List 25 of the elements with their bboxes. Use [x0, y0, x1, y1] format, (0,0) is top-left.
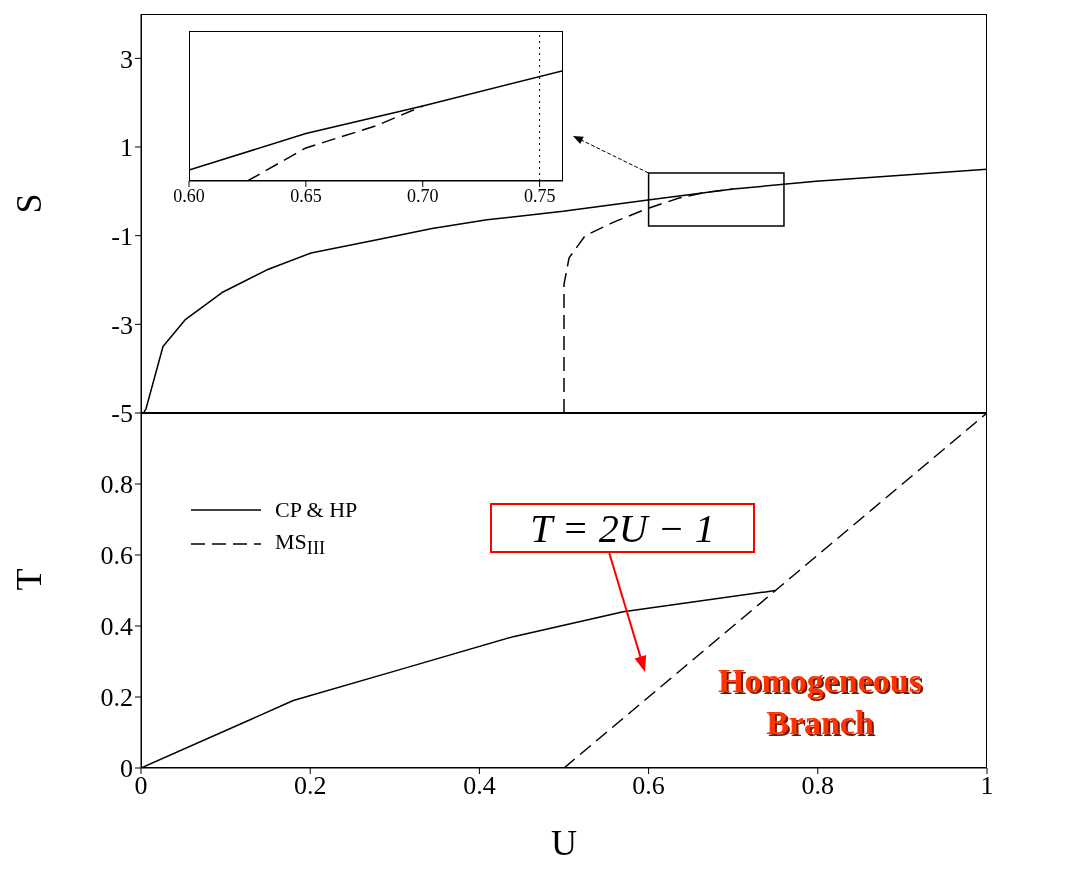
y-tick-label: 0.4	[100, 612, 133, 642]
y-tick-label: 0.8	[100, 470, 133, 500]
y-tick-label: -5	[111, 399, 133, 429]
x-tick-label: 0.70	[407, 185, 439, 206]
y-tick-label: 0.6	[100, 541, 133, 571]
x-tick-label: 1	[980, 771, 994, 801]
annotation: T = 2U − 1	[490, 503, 755, 553]
annotation: Homogeneous Branch	[717, 661, 923, 743]
x-tick-label: 0.75	[523, 185, 556, 206]
y-tick-label: -3	[111, 310, 133, 340]
x-tick-label: 0.8	[801, 771, 835, 801]
x-tick-label: 0.65	[290, 185, 322, 206]
y-tick-label: 1	[120, 133, 133, 163]
y-axis-title: T	[8, 568, 49, 591]
x-axis-title: U	[551, 823, 577, 863]
x-tick-label: 0.4	[463, 771, 496, 801]
y-tick-label: -1	[111, 221, 133, 251]
y-tick-label: 0.2	[100, 683, 133, 713]
x-tick-label: 0.6	[632, 771, 665, 801]
x-tick-label: 0.2	[293, 771, 327, 801]
legend-label: CP & HP	[275, 497, 358, 523]
x-tick-label: 0.60	[173, 185, 205, 206]
y-tick-label: 3	[120, 44, 133, 74]
y-axis-title: S	[8, 193, 49, 214]
legend-label: MS$_{III}$	[275, 528, 326, 560]
